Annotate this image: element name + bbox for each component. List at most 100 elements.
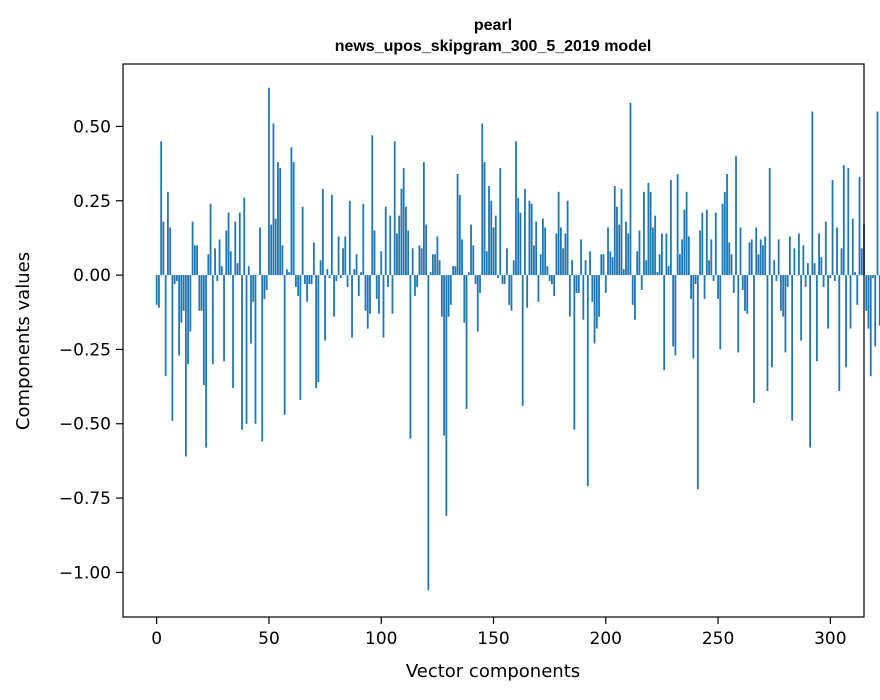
- bar: [385, 207, 387, 275]
- bar: [627, 233, 629, 275]
- bar: [616, 207, 618, 275]
- bar: [160, 141, 162, 275]
- bar: [571, 260, 573, 275]
- bar: [165, 275, 167, 376]
- bar: [621, 189, 623, 275]
- bar: [726, 174, 728, 275]
- bar: [495, 216, 497, 275]
- bar: [773, 260, 775, 275]
- bar: [412, 248, 414, 275]
- bar: [360, 272, 362, 275]
- bar: [692, 275, 694, 358]
- bar: [764, 236, 766, 275]
- bar: [427, 275, 429, 590]
- bar: [767, 275, 769, 391]
- bar: [587, 275, 589, 486]
- bar: [291, 147, 293, 275]
- bar: [259, 228, 261, 276]
- bar: [838, 275, 840, 391]
- bar: [661, 233, 663, 275]
- bar: [742, 275, 744, 290]
- bar: [695, 275, 697, 284]
- bar: [771, 275, 773, 367]
- bar: [762, 245, 764, 275]
- bar: [228, 213, 230, 275]
- bar: [219, 239, 221, 275]
- bar: [508, 275, 510, 305]
- y-tick-label: 0.00: [73, 266, 111, 286]
- bar: [407, 230, 409, 275]
- bar: [398, 216, 400, 275]
- bar: [596, 275, 598, 329]
- bar: [203, 275, 205, 385]
- y-tick-label: 0.50: [73, 117, 111, 137]
- bar: [486, 251, 488, 275]
- bar: [158, 275, 160, 308]
- bar: [791, 275, 793, 421]
- bar: [670, 180, 672, 275]
- bar: [793, 248, 795, 275]
- bar: [650, 192, 652, 275]
- bar: [612, 257, 614, 275]
- bar: [490, 201, 492, 275]
- bar: [850, 275, 852, 329]
- bar: [282, 245, 284, 275]
- bar: [753, 275, 755, 403]
- bar: [522, 275, 524, 406]
- bar: [353, 269, 355, 275]
- bar: [502, 275, 504, 284]
- bar: [180, 275, 182, 323]
- bar: [843, 165, 845, 275]
- bar: [533, 245, 535, 275]
- bar: [481, 123, 483, 275]
- bar: [641, 275, 643, 290]
- bar: [268, 88, 270, 275]
- bar: [868, 275, 870, 329]
- bar: [686, 192, 688, 275]
- bar: [461, 239, 463, 275]
- bar: [585, 260, 587, 275]
- bar: [430, 272, 432, 275]
- bar: [255, 275, 257, 424]
- bar: [688, 236, 690, 275]
- bar: [392, 275, 394, 314]
- bar: [216, 275, 218, 281]
- bar: [560, 228, 562, 276]
- bar: [542, 219, 544, 275]
- bar: [798, 233, 800, 275]
- bar: [546, 266, 548, 275]
- bar: [183, 275, 185, 311]
- bar: [196, 245, 198, 275]
- bar: [297, 275, 299, 296]
- bar: [347, 275, 349, 287]
- bar: [731, 254, 733, 275]
- bar: [210, 204, 212, 275]
- bar: [306, 275, 308, 302]
- bar: [457, 174, 459, 275]
- bar: [679, 254, 681, 275]
- bar: [672, 275, 674, 346]
- bar: [551, 275, 553, 284]
- bar: [719, 275, 721, 349]
- bar: [302, 207, 304, 275]
- bar: [751, 239, 753, 275]
- bar: [367, 275, 369, 329]
- bar: [329, 275, 331, 278]
- bar: [648, 183, 650, 275]
- bar: [445, 275, 447, 516]
- bar: [221, 266, 223, 275]
- bar: [540, 254, 542, 275]
- bar: [463, 275, 465, 323]
- chart-title: pearl: [474, 17, 512, 34]
- bar: [531, 204, 533, 275]
- bar: [645, 260, 647, 275]
- bar: [632, 275, 634, 305]
- bar: [787, 275, 789, 287]
- bar: [252, 275, 254, 302]
- bar: [333, 275, 335, 317]
- bar: [861, 248, 863, 275]
- bar: [432, 254, 434, 275]
- bar: [553, 275, 555, 296]
- bar: [472, 245, 474, 275]
